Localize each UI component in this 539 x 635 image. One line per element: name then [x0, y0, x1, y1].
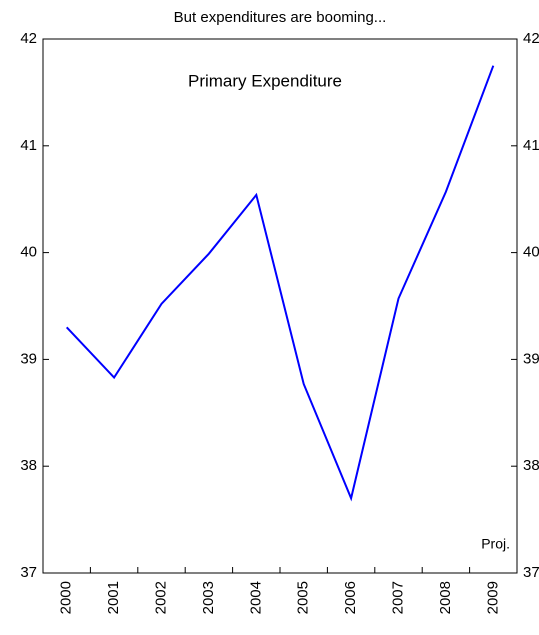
x-tick-label: 2005 — [295, 581, 312, 614]
x-tick-label: 2008 — [437, 581, 454, 614]
y2-tick-label: 37 — [523, 564, 539, 581]
x-tick-label: 2007 — [389, 581, 406, 614]
annotation: Primary Expenditure — [188, 71, 342, 90]
y2-tick-label: 42 — [523, 30, 539, 47]
x-tick-label: 2002 — [152, 581, 169, 614]
annotation: Proj. — [481, 536, 510, 552]
y-tick-label: 39 — [20, 350, 37, 367]
y-tick-label: 40 — [20, 244, 37, 261]
x-tick-label: 2006 — [342, 581, 359, 614]
x-tick-label: 2004 — [247, 581, 264, 614]
y2-tick-label: 39 — [523, 350, 539, 367]
y-tick-label: 41 — [20, 137, 37, 154]
y2-tick-label: 41 — [523, 137, 539, 154]
y2-tick-label: 38 — [523, 457, 539, 474]
y2-tick-label: 40 — [523, 244, 539, 261]
plot-frame — [42, 38, 518, 574]
chart-title: But expenditures are booming... — [174, 9, 387, 26]
y-tick-label: 42 — [20, 30, 37, 47]
x-tick-label: 2000 — [58, 581, 75, 614]
x-tick-label: 2009 — [484, 581, 501, 614]
x-tick-label: 2003 — [200, 581, 217, 614]
y-tick-label: 38 — [20, 457, 37, 474]
y-tick-label: 37 — [20, 564, 37, 581]
data-line — [65, 65, 495, 502]
x-tick-label: 2001 — [105, 581, 122, 614]
